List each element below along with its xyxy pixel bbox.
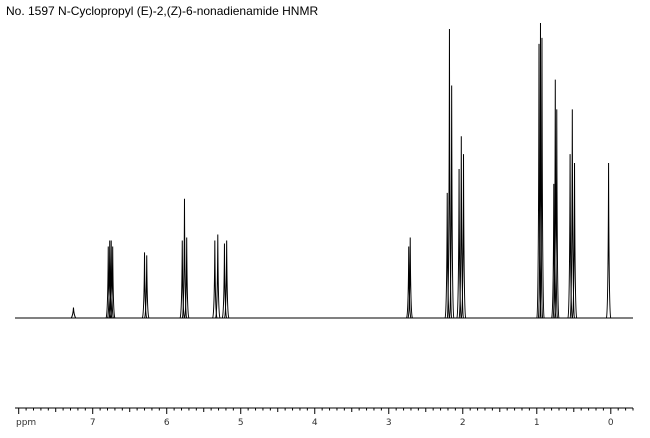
spectrum-peak bbox=[215, 234, 221, 319]
spectrum-peak bbox=[537, 22, 544, 319]
x-tick-label: ppm bbox=[16, 418, 36, 428]
x-tick-label: 4 bbox=[312, 418, 318, 428]
x-tick-label: 3 bbox=[386, 418, 392, 428]
spectrum-peak bbox=[444, 192, 450, 319]
spectrum-peak bbox=[108, 240, 114, 319]
spectrum-peak bbox=[110, 246, 116, 319]
x-tick-label: 1 bbox=[534, 418, 540, 428]
spectrum-peak bbox=[184, 237, 190, 319]
spectrum-peak bbox=[571, 163, 578, 319]
x-tick-label: 2 bbox=[460, 418, 466, 428]
spectrum-peak bbox=[223, 240, 230, 319]
spectrum-peak bbox=[107, 240, 113, 319]
spectrum-peak bbox=[554, 109, 560, 319]
spectrum-peak bbox=[460, 154, 467, 319]
spectrum-peak bbox=[407, 237, 413, 319]
spectrum-peak bbox=[536, 43, 542, 319]
spectrum-peak bbox=[406, 246, 412, 319]
spectrum-peak bbox=[448, 85, 455, 319]
spectrum-peak bbox=[144, 255, 150, 319]
spectrum-peak bbox=[539, 37, 545, 319]
spectrum-peak bbox=[605, 163, 612, 319]
x-tick-label: 7 bbox=[90, 418, 96, 428]
x-tick-label: 0 bbox=[608, 418, 614, 428]
x-tick-label: 5 bbox=[238, 418, 244, 428]
x-tick-label: 6 bbox=[164, 418, 170, 428]
spectrum-peak bbox=[70, 307, 77, 319]
chart-title: No. 1597 N-Cyclopropyl (E)-2,(Z)-6-nonad… bbox=[6, 4, 319, 18]
spectrum-peak bbox=[552, 79, 558, 319]
